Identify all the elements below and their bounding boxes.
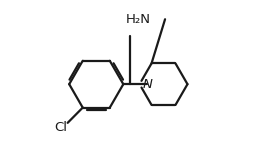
Text: N: N bbox=[142, 78, 152, 91]
Text: H₂N: H₂N bbox=[126, 13, 151, 26]
Text: Cl: Cl bbox=[54, 121, 67, 134]
